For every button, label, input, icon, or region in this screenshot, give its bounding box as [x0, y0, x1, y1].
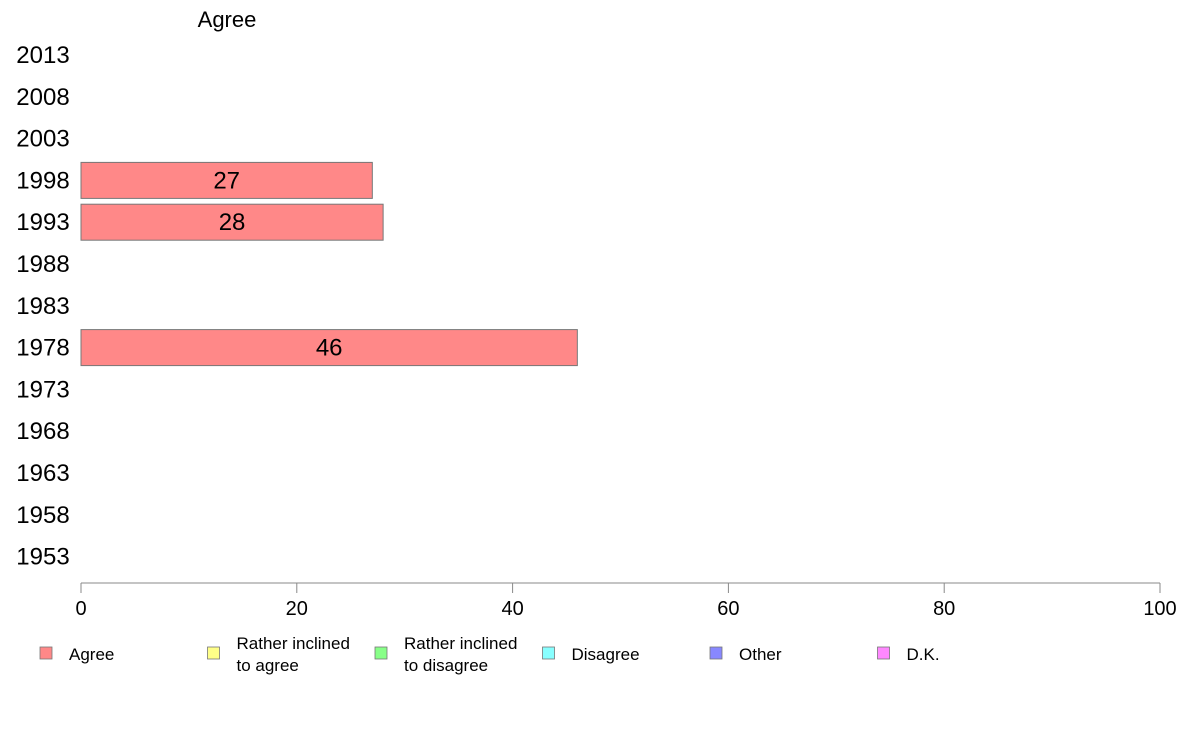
- x-tick-label-20: 20: [286, 598, 308, 620]
- category-label-2008: 2008: [16, 84, 69, 111]
- category-label-2013: 2013: [16, 42, 69, 69]
- legend-swatch-rather-inclined-to-agree: [207, 646, 220, 660]
- category-labels: 2013 2008 2003 1998 1993 1988 1983 1978 1973 1968…: [16, 42, 69, 571]
- legend-label-d-k: D.K.: [907, 645, 940, 664]
- legend-swatch-disagree: [542, 646, 555, 660]
- data-label-1993: 28: [219, 209, 246, 236]
- category-label-1973: 1973: [16, 376, 69, 403]
- x-tick-label-0: 0: [75, 598, 86, 620]
- x-tick-label-80: 80: [933, 598, 955, 620]
- bar-1978: [80, 329, 578, 367]
- chart-title: Agree: [198, 7, 257, 32]
- legend-label-rather-inclined-to-disagree-line-1: Rather inclined: [404, 634, 517, 653]
- x-axis: 0 20 40 60 80 100: [75, 582, 1177, 620]
- category-label-2003: 2003: [16, 126, 69, 153]
- x-tick-label-100: 100: [1143, 598, 1176, 620]
- legend-label-rather-inclined-to-agree-line-2: to agree: [237, 656, 299, 675]
- category-label-1988: 1988: [16, 251, 69, 278]
- legend-label-disagree: Disagree: [572, 645, 640, 664]
- bar-1998: [80, 161, 373, 199]
- legend: Agree Rather inclined to agree Rather incli…: [39, 634, 940, 675]
- bars: 27 28 46: [80, 161, 578, 367]
- category-label-1963: 1963: [16, 460, 69, 487]
- legend-label-agree: Agree: [69, 645, 114, 664]
- legend-swatch-agree: [39, 646, 53, 660]
- category-label-1968: 1968: [16, 418, 69, 445]
- legend-label-rather-inclined-to-disagree-line-2: to disagree: [404, 656, 488, 675]
- bar-1993: [80, 203, 384, 241]
- category-label-1958: 1958: [16, 502, 69, 529]
- legend-swatch-d-k: [877, 646, 890, 660]
- category-label-1978: 1978: [16, 335, 69, 362]
- category-label-1953: 1953: [16, 544, 69, 571]
- data-label-1978: 46: [316, 335, 343, 362]
- legend-swatch-rather-inclined-to-disagree: [374, 646, 388, 660]
- legend-label-other: Other: [739, 645, 782, 664]
- data-label-1998: 27: [213, 167, 240, 194]
- legend-label-rather-inclined-to-agree-line-1: Rather inclined: [237, 634, 350, 653]
- category-label-1993: 1993: [16, 209, 69, 236]
- x-tick-label-40: 40: [501, 598, 523, 620]
- category-label-1998: 1998: [16, 167, 69, 194]
- x-tick-label-60: 60: [717, 598, 739, 620]
- category-label-1983: 1983: [16, 293, 69, 320]
- legend-swatch-other: [709, 646, 723, 660]
